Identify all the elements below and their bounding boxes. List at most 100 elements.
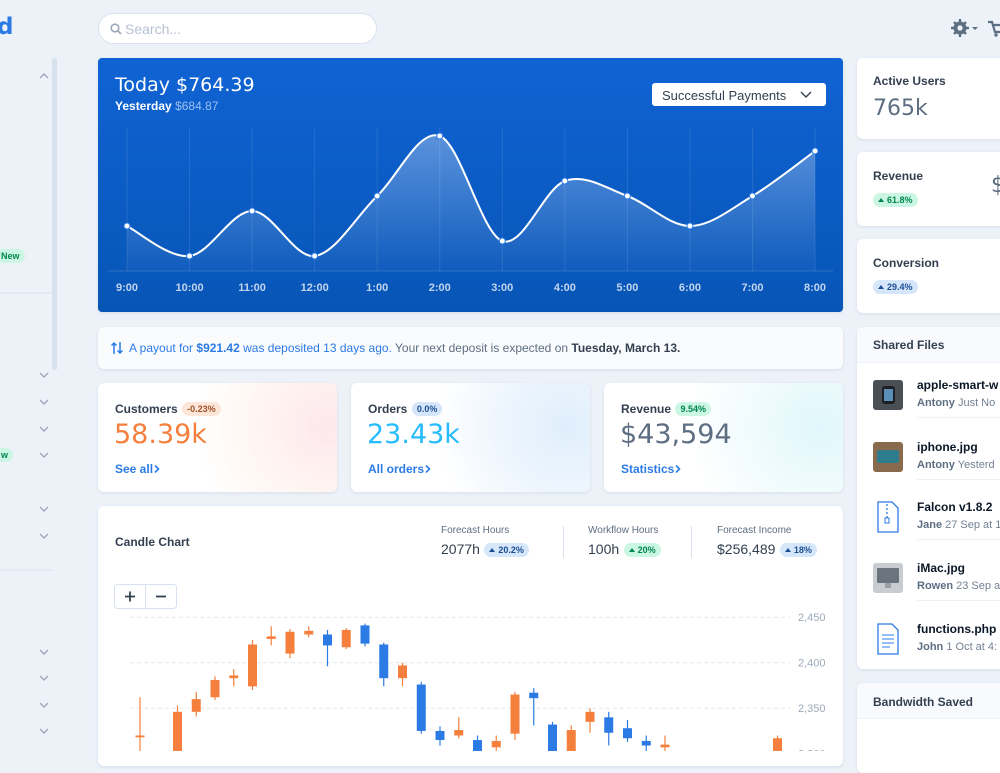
kpi-badge: 29.4% <box>873 280 918 294</box>
point <box>498 237 506 245</box>
stat-link[interactable]: See all <box>115 462 154 476</box>
file-name[interactable]: Falcon v1.8.2 <box>917 500 993 514</box>
point <box>561 177 569 185</box>
file-user: Antony <box>917 397 955 409</box>
candle-body <box>416 684 426 731</box>
stat-badge: -0.23% <box>182 401 221 416</box>
candle-body <box>135 735 145 738</box>
stat-value: $256,489 <box>717 541 776 557</box>
point <box>311 252 319 260</box>
file-user: Jane <box>917 519 943 531</box>
badge: New <box>0 249 25 263</box>
sidebar-icons <box>0 58 57 734</box>
payout-text: Your next deposit is expected on <box>395 341 569 355</box>
candle-body <box>323 634 332 646</box>
scrollbar <box>52 58 57 370</box>
candle-body <box>773 738 782 751</box>
stat-card: Orders 0.0% 23.43k All orders <box>351 383 590 492</box>
candle-chart: 2,450 2,400 2,350 2,300 <box>130 612 826 751</box>
stat-label: Revenue <box>621 402 672 416</box>
candle-body <box>191 699 201 712</box>
card-title: Bandwidth Saved <box>873 695 974 709</box>
x-tick-label: 11:00 <box>238 282 266 294</box>
point <box>248 207 256 215</box>
candle-body <box>585 711 595 722</box>
stat-link[interactable]: All orders <box>368 462 425 476</box>
divider <box>917 417 1000 418</box>
candle-body <box>398 665 407 679</box>
file-user: Antony <box>917 459 955 471</box>
top-icons[interactable] <box>948 16 1000 40</box>
subtitle-label: Yesterday <box>115 99 172 113</box>
file-name[interactable]: iMac.jpg <box>917 561 966 575</box>
file-name[interactable]: functions.php <box>917 622 997 636</box>
dropdown-caret <box>800 91 812 98</box>
y-tick-label: 2,450 <box>798 612 826 624</box>
divider <box>563 526 564 558</box>
candle-body <box>604 717 614 733</box>
file-meta: Antony Just No <box>917 397 995 409</box>
chevrons[interactable] <box>39 372 49 734</box>
payout-notice: A payout for $921.42 was deposited 13 da… <box>98 327 843 369</box>
payments-dropdown[interactable]: Successful Payments <box>652 83 826 106</box>
candle-body <box>360 625 370 644</box>
area <box>127 135 816 271</box>
payments-title: Today $764.39 <box>115 74 255 96</box>
file-time: 23 Sep a <box>956 580 1000 592</box>
stat-value: 58.39k <box>114 419 207 450</box>
file-meta: Antony Yesterd <box>917 459 995 471</box>
kpi-label: Revenue <box>873 169 924 183</box>
zoom-buttons[interactable] <box>114 584 178 610</box>
x-tick-label: 7:00 <box>741 282 763 294</box>
shared-files-card: Shared Files apple-smart-w Antony Just No… <box>857 327 1000 669</box>
candle-body <box>623 728 632 739</box>
candle-body <box>285 631 295 654</box>
kpi-label: Active Users <box>873 74 946 88</box>
stat-card: Revenue 9.54% $43,594 Statistics <box>604 383 843 492</box>
point <box>749 192 756 200</box>
file-user: Rowen <box>917 580 954 592</box>
chevron[interactable] <box>39 73 49 79</box>
kpi-card: Conversion 29.4% <box>857 239 1000 313</box>
stat-badge: 20% <box>623 542 661 557</box>
stat-link[interactable]: Statistics <box>621 462 675 476</box>
payout-date: Tuesday, March 13. <box>571 341 681 355</box>
stat-label: Orders <box>368 402 408 416</box>
stat-badge: 18% <box>779 542 817 557</box>
kpi-value: 765k <box>873 96 928 121</box>
divider <box>691 526 692 558</box>
search-box[interactable]: Search... <box>98 13 377 44</box>
candle-body <box>248 644 257 687</box>
y-tick-label: 2,350 <box>798 703 826 715</box>
file-time: 27 Sep at 1 <box>945 519 1000 531</box>
candle-body <box>304 630 314 635</box>
candle-body <box>529 692 539 699</box>
x-tick-label: 6:00 <box>679 282 701 294</box>
x-tick-label: 9:00 <box>116 282 138 294</box>
divider <box>917 539 1000 540</box>
logo[interactable]: d <box>0 14 14 40</box>
x-tick-label: 12:00 <box>301 282 329 294</box>
stat-value: 23.43k <box>367 419 460 450</box>
file-thumbnails <box>873 380 903 655</box>
file-name[interactable]: apple-smart-w <box>917 378 999 392</box>
file-time: Just No <box>957 397 996 409</box>
y-tick-label: 2,300 <box>798 749 826 751</box>
kpi-card: Active Users 765k <box>857 58 1000 139</box>
kpi-card: Revenue 61.8% $ <box>857 152 1000 226</box>
point <box>373 192 381 200</box>
card-title: Shared Files <box>873 338 945 352</box>
divider <box>917 479 1000 480</box>
file-name[interactable]: iphone.jpg <box>917 440 978 454</box>
file-meta: Jane 27 Sep at 1 <box>917 519 1000 531</box>
stat-badge: 0.0% <box>411 401 443 416</box>
point <box>623 192 631 200</box>
stat-label: Forecast Income <box>717 525 792 536</box>
stat-value: 2077h <box>441 541 480 557</box>
x-tick-label: 4:00 <box>554 282 576 294</box>
bandwidth-card: Bandwidth Saved <box>857 683 1000 773</box>
candle-body <box>510 694 520 734</box>
link-chevron <box>425 464 431 474</box>
kpi-label: Conversion <box>873 256 940 270</box>
divider <box>917 600 1000 601</box>
